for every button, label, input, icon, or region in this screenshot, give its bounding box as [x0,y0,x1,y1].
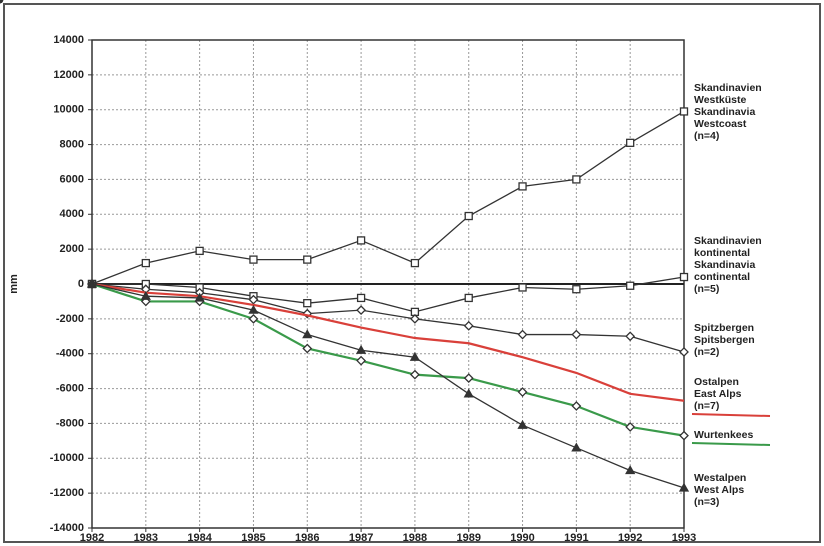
series-line [91,283,685,353]
marker [248,304,259,314]
marker [463,320,474,331]
marker [302,329,313,339]
marker [679,430,689,441]
y-tick-label: 14000 [53,34,84,46]
x-tick-label: 1993 [672,532,696,544]
y-tick-label: -8000 [56,417,84,429]
marker [194,292,205,302]
legend-label: Spitzbergen Spitsbergen (n=2) [694,322,755,358]
marker [303,299,312,308]
marker [625,421,636,432]
marker [302,343,313,354]
y-tick-label: 6000 [60,173,84,185]
y-tick-label: 12000 [53,69,84,81]
y-tick-label: 2000 [60,243,84,255]
y-tick-label: 8000 [60,138,84,150]
marker [626,138,635,147]
x-tick-label: 1985 [241,532,265,544]
x-tick-label: 1982 [80,532,104,544]
x-tick-label: 1989 [456,532,480,544]
legend-label: Westalpen West Alps (n=3) [694,472,747,508]
marker [518,182,527,191]
legend-swatch [691,413,771,417]
y-tick-label: 0 [78,278,84,290]
marker [86,278,98,288]
x-tick-label: 1990 [510,532,534,544]
y-tick-label: -2000 [56,313,84,325]
legend-swatch [691,442,771,446]
marker [572,285,581,294]
legend-label: Ostalpen East Alps (n=7) [694,376,742,412]
marker [303,255,312,264]
legend-label: Skandinavien Westküste Skandinavia Westc… [694,82,762,142]
marker [679,272,689,282]
marker [679,347,689,357]
x-tick-label: 1992 [618,532,642,544]
x-tick-label: 1984 [187,532,212,544]
marker [410,258,420,268]
marker [463,388,474,398]
marker [356,293,366,303]
series-line [92,276,685,313]
marker [409,369,420,380]
marker [248,294,259,305]
x-tick-label: 1987 [349,532,373,544]
marker [517,329,528,340]
x-tick-label: 1986 [295,532,319,544]
y-tick-label: 10000 [53,104,84,116]
marker [679,107,689,116]
marker [571,329,582,340]
x-tick-label: 1983 [134,532,158,544]
marker [195,246,204,256]
marker [140,290,151,300]
marker [517,387,528,397]
marker [0,0,4,4]
series-line [91,282,685,402]
marker [678,482,690,492]
frame [3,3,821,543]
y-axis-label: mm [8,274,20,294]
series-line [91,283,685,489]
legend-label: Wurtenkees [694,429,754,441]
marker [625,331,636,342]
marker [356,305,367,316]
marker [141,258,150,268]
y-tick-label: -10000 [50,452,84,464]
marker [409,313,420,324]
marker [356,355,367,366]
marker [248,313,259,324]
marker [464,293,473,303]
marker [355,344,367,354]
y-tick-label: -6000 [56,382,84,394]
marker [409,351,421,361]
series-line [91,282,685,437]
series-line [91,110,685,285]
marker [572,175,581,184]
marker [625,465,636,475]
marker [518,283,527,292]
marker [464,211,473,221]
marker [626,281,635,290]
marker [571,442,582,452]
y-tick-label: -4000 [56,348,84,360]
legend-label: Skandinavien kontinental Skandinavia con… [694,235,762,295]
y-tick-label: 4000 [60,208,84,220]
marker [356,236,366,245]
marker [517,419,528,429]
marker [571,401,582,411]
x-tick-label: 1988 [403,532,427,544]
x-tick-label: 1991 [564,532,588,544]
marker [463,373,474,384]
marker [249,255,258,264]
y-tick-label: -12000 [50,487,84,499]
y-tick-label: -14000 [50,522,84,534]
